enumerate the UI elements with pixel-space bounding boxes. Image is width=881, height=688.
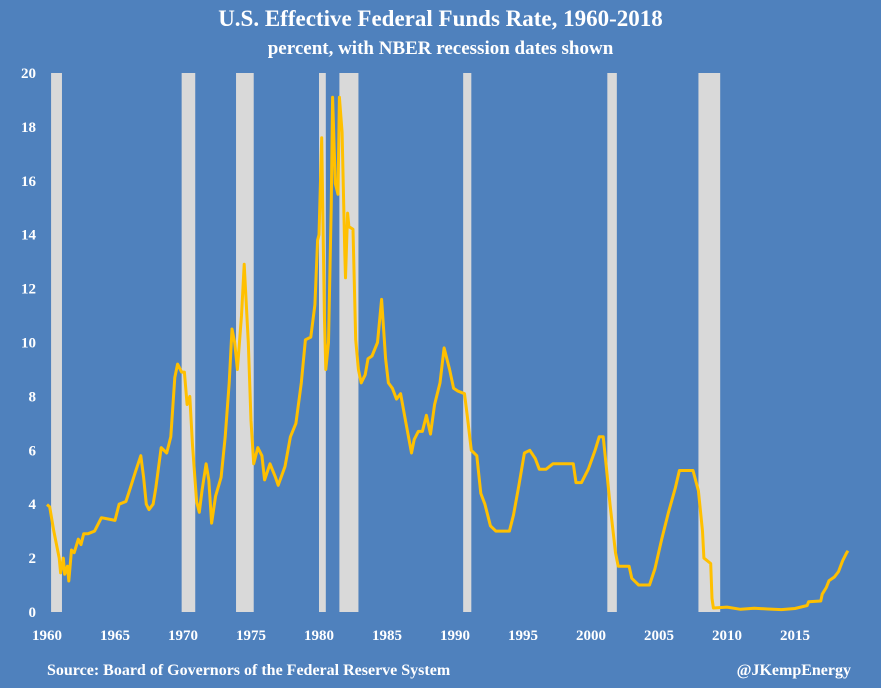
y-tick-label: 10 [21,336,36,352]
recession-band [319,73,326,612]
x-tick-label: 1985 [372,628,402,644]
credit-handle: @JKempEnergy [736,662,851,679]
y-tick-label: 16 [21,174,37,190]
x-tick-label: 2005 [644,628,674,644]
x-tick-label: 1995 [508,628,538,644]
recession-band [236,73,254,612]
recession-band [51,73,62,612]
x-tick-label: 1975 [236,628,266,644]
y-tick-label: 12 [21,282,36,298]
x-tick-label: 1980 [304,628,334,644]
y-tick-label: 14 [21,228,37,244]
y-tick-label: 0 [29,605,37,621]
x-tick-label: 2015 [780,628,810,644]
recession-band [698,73,721,612]
recession-band [607,73,617,612]
y-tick-label: 4 [29,497,37,513]
x-tick-label: 1970 [168,628,198,644]
x-tick-label: 2000 [576,628,606,644]
rate-line [46,95,850,612]
x-tick-label: 1965 [100,628,130,644]
x-tick-label: 1960 [32,628,62,644]
x-tick-label: 1990 [440,628,470,644]
x-tick-label: 2010 [712,628,742,644]
source-note: Source: Board of Governors of the Federa… [47,662,451,679]
y-tick-label: 18 [21,120,36,136]
y-tick-label: 8 [29,389,37,405]
y-tick-label: 2 [29,551,37,567]
recession-band [181,73,196,612]
y-tick-label: 20 [21,66,36,82]
recession-band [463,73,472,612]
chart-subtitle: percent, with NBER recession dates shown [267,38,614,59]
y-tick-label: 6 [29,443,37,459]
chart-title: U.S. Effective Federal Funds Rate, 1960-… [218,6,663,31]
